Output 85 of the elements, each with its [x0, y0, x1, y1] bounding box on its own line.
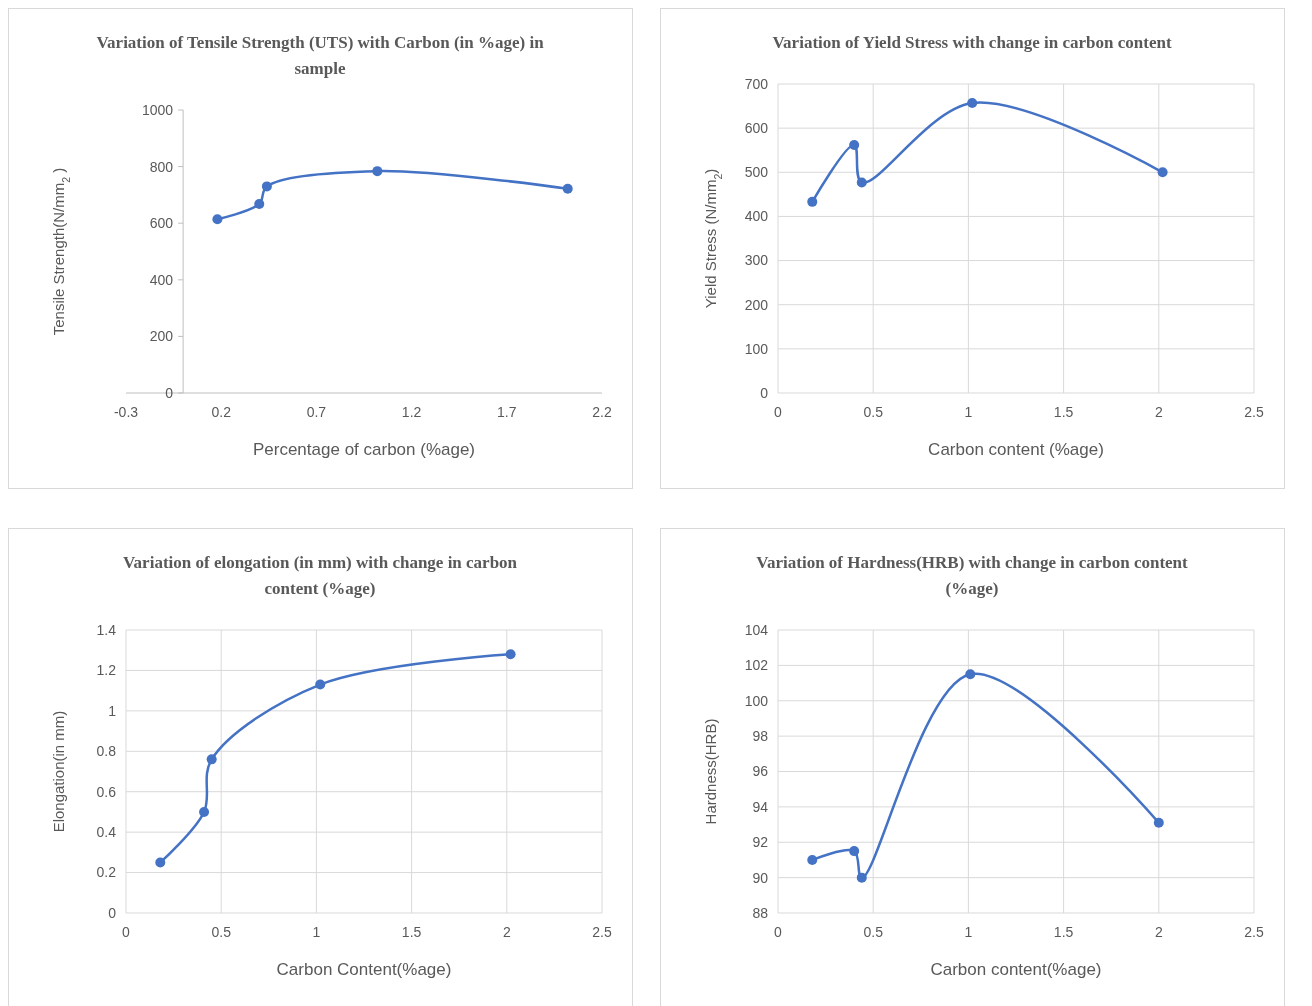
- y-tick-label: 0.2: [96, 864, 117, 881]
- y-tick-label: 90: [752, 869, 769, 886]
- y-tick-label: 600: [744, 120, 769, 137]
- y-tick-label: 200: [744, 296, 769, 313]
- y-tick-label: 0.8: [96, 743, 117, 760]
- y-tick-label: 0: [108, 904, 117, 921]
- x-tick-label: 2.5: [592, 924, 612, 940]
- x-axis-title: Percentage of carbon (%age): [252, 440, 476, 459]
- x-tick-label: 1.2: [401, 404, 422, 420]
- x-tick-label: 0: [774, 924, 783, 940]
- chart-title: Variation of Hardness(HRB) with change in carbon content (%age): [756, 553, 1189, 598]
- x-tick-label: 1.7: [497, 404, 517, 420]
- y-axis-title: Hardness(HRB): [702, 718, 719, 825]
- x-tick-label: 0.2: [211, 404, 232, 420]
- point: [856, 872, 867, 883]
- x-tick-label: 2.5: [1244, 404, 1264, 420]
- point: [155, 857, 166, 868]
- y-tick-label: 600: [149, 215, 174, 232]
- y-tick-label: 1.4: [96, 621, 117, 638]
- y-tick-label: 400: [149, 271, 174, 288]
- point: [967, 97, 978, 108]
- y-tick-label: 800: [149, 158, 174, 175]
- y-tick-label: 1000: [141, 101, 174, 118]
- point: [372, 166, 383, 177]
- y-tick-label: 0: [165, 384, 174, 401]
- point: [505, 649, 516, 660]
- point: [212, 214, 223, 225]
- x-tick-label: 0: [774, 404, 783, 420]
- point: [1157, 167, 1168, 178]
- y-tick-label: 102: [744, 657, 769, 674]
- y-tick-label: 94: [752, 798, 769, 815]
- point: [1153, 817, 1164, 828]
- x-tick-label: 2.2: [592, 404, 612, 420]
- x-tick-label: 1: [312, 924, 321, 940]
- y-tick-label: 104: [744, 621, 769, 638]
- x-tick-label: 1.5: [1053, 924, 1074, 940]
- y-tick-label: 400: [744, 208, 769, 225]
- x-tick-label: 2: [1154, 404, 1163, 420]
- point: [206, 754, 217, 765]
- point: [315, 679, 326, 690]
- y-tick-label: 92: [752, 834, 769, 851]
- x-tick-label: 0.7: [306, 404, 327, 420]
- x-tick-label: -0.3: [113, 404, 139, 420]
- x-axis-title: Carbon Content(%age): [276, 960, 452, 979]
- y-tick-label: 500: [744, 164, 769, 181]
- y-tick-label: 700: [744, 75, 769, 92]
- point: [807, 196, 818, 207]
- x-axis-title: Carbon content(%age): [930, 960, 1102, 979]
- x-tick-label: 1.5: [401, 924, 422, 940]
- point: [199, 806, 210, 817]
- y-tick-label: 100: [744, 340, 769, 357]
- y-tick-label: 1: [108, 702, 117, 719]
- y-tick-label: 1.2: [96, 662, 117, 679]
- x-tick-label: 2: [502, 924, 511, 940]
- x-tick-label: 1: [964, 404, 973, 420]
- y-tick-label: 300: [744, 252, 769, 269]
- chart-title: Variation of elongation (in mm) with change in carbon content (%age): [122, 553, 518, 598]
- x-tick-label: 1.5: [1053, 404, 1074, 420]
- x-tick-label: 0: [122, 924, 131, 940]
- y-tick-label: 100: [744, 692, 769, 709]
- y-tick-label: 96: [752, 763, 769, 780]
- y-tick-label: 88: [752, 904, 769, 921]
- y-axis-title: Elongation(in mm): [50, 710, 67, 833]
- y-tick-label: 98: [752, 728, 769, 745]
- x-tick-label: 1: [964, 924, 973, 940]
- x-tick-label: 0.5: [863, 404, 884, 420]
- y-tick-label: 0: [760, 384, 769, 401]
- point: [254, 198, 265, 209]
- point: [965, 669, 976, 680]
- y-tick-label: 0.4: [96, 824, 117, 841]
- chart-title: Variation of Yield Stress with change in carbon content: [772, 33, 1172, 52]
- point: [856, 177, 867, 188]
- x-axis-title: Carbon content (%age): [928, 440, 1104, 459]
- x-tick-label: 2: [1154, 924, 1163, 940]
- point: [562, 183, 573, 194]
- point: [849, 846, 860, 857]
- x-tick-label: 0.5: [863, 924, 884, 940]
- point: [849, 139, 860, 150]
- y-tick-label: 0.6: [96, 783, 117, 800]
- point: [807, 854, 818, 865]
- point: [261, 181, 272, 192]
- chart-title: Variation of Tensile Strength (UTS) with Carbon (in %age) in sample: [96, 33, 545, 78]
- y-tick-label: 200: [149, 328, 174, 345]
- x-tick-label: 2.5: [1244, 924, 1264, 940]
- x-tick-label: 0.5: [211, 924, 232, 940]
